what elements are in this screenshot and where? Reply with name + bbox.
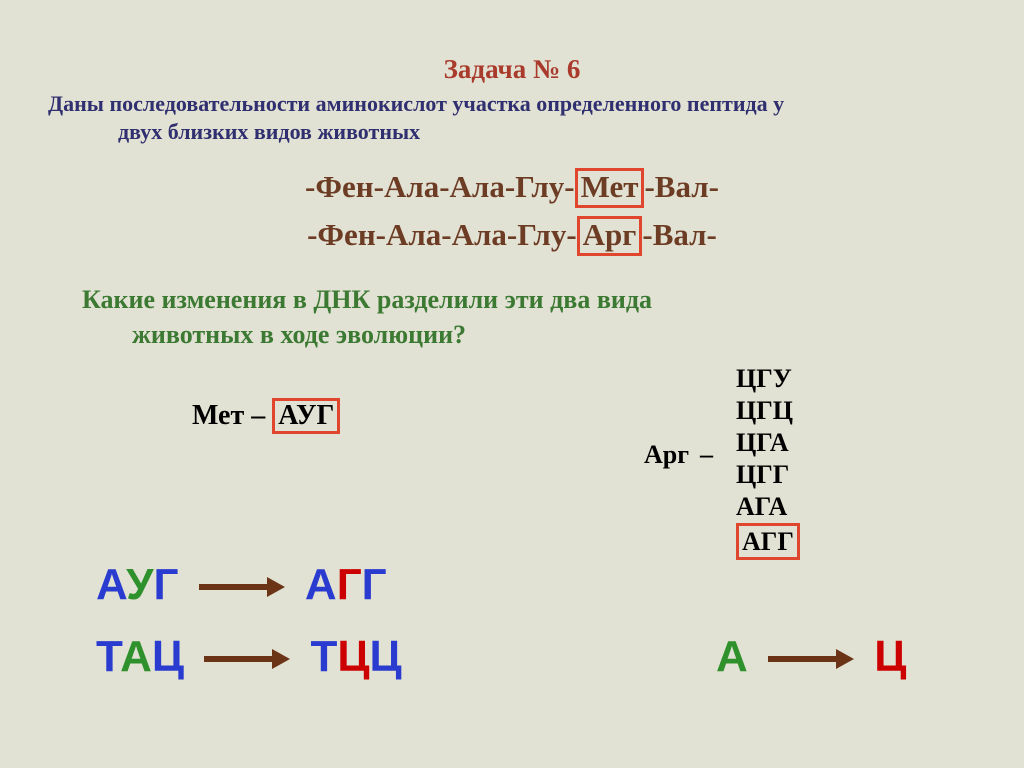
task-title: Задача № 6 — [0, 54, 1024, 85]
arg-label: Арг — [644, 440, 689, 470]
single-base-change: А Ц — [716, 632, 906, 682]
dna-right-3: Ц — [370, 632, 402, 681]
met-codon-line: Мет – АУГ — [192, 398, 340, 434]
dna-left-3: Ц — [152, 632, 184, 681]
seq1-before: -Фен-Ала-Ала-Глу- — [305, 169, 575, 204]
sequence-row-1: -Фен-Ала-Ала-Глу-Мет-Вал- — [0, 168, 1024, 208]
base-from: А — [716, 632, 748, 681]
intro-line2: двух близких видов животных — [48, 118, 978, 146]
arrow-icon — [204, 647, 290, 671]
base-to: Ц — [874, 632, 906, 681]
rna-left-3: Г — [153, 560, 178, 609]
question-text: Какие изменения в ДНК разделили эти два … — [82, 282, 962, 352]
sequence-row-2: -Фен-Ала-Ала-Глу-Арг-Вал- — [0, 216, 1024, 256]
dna-left-1: Т — [96, 632, 120, 681]
arg-codon: ЦГУ — [736, 363, 800, 395]
dna-right-1: Т — [311, 632, 338, 681]
arg-codon: ЦГА — [736, 427, 800, 459]
intro-line1: Даны последовательности аминокислот учас… — [48, 91, 784, 116]
arg-codon: ЦГГ — [736, 459, 800, 491]
mutation-dna-line: ТАЦ ТЦЦ — [96, 632, 402, 682]
arg-codon: ЦГЦ — [736, 395, 800, 427]
question-line2: животных в ходе эволюции? — [82, 317, 962, 352]
arg-sep: – — [700, 440, 713, 470]
met-label: Мет — [192, 400, 244, 431]
arrow-icon — [768, 647, 854, 671]
arg-codon-list: ЦГУ ЦГЦ ЦГА ЦГГ АГА АГГ — [736, 363, 800, 555]
rna-right-1: А — [305, 560, 337, 609]
arrow-icon — [199, 575, 285, 599]
dna-left-2: А — [120, 632, 152, 681]
seq1-after: -Вал- — [644, 169, 719, 204]
met-sep: – — [244, 400, 272, 431]
rna-left-1: А — [96, 560, 126, 609]
seq2-boxed: Арг — [577, 216, 643, 256]
met-codon-boxed: АУГ — [272, 398, 340, 434]
dna-right-2: Ц — [337, 632, 369, 681]
arg-codon-boxed: АГГ — [736, 523, 800, 560]
rna-right-2: Г — [337, 560, 362, 609]
seq2-after: -Вал- — [642, 217, 717, 252]
intro-text: Даны последовательности аминокислот учас… — [48, 90, 978, 145]
question-line1: Какие изменения в ДНК разделили эти два … — [82, 285, 652, 314]
seq1-boxed: Мет — [575, 168, 645, 208]
mutation-rna-line: АУГ АГГ — [96, 560, 387, 610]
slide: Задача № 6 Даны последовательности амино… — [0, 0, 1024, 768]
rna-left-2: У — [126, 560, 153, 609]
rna-right-3: Г — [362, 560, 387, 609]
seq2-before: -Фен-Ала-Ала-Глу- — [307, 217, 577, 252]
arg-codon: АГА — [736, 491, 800, 523]
